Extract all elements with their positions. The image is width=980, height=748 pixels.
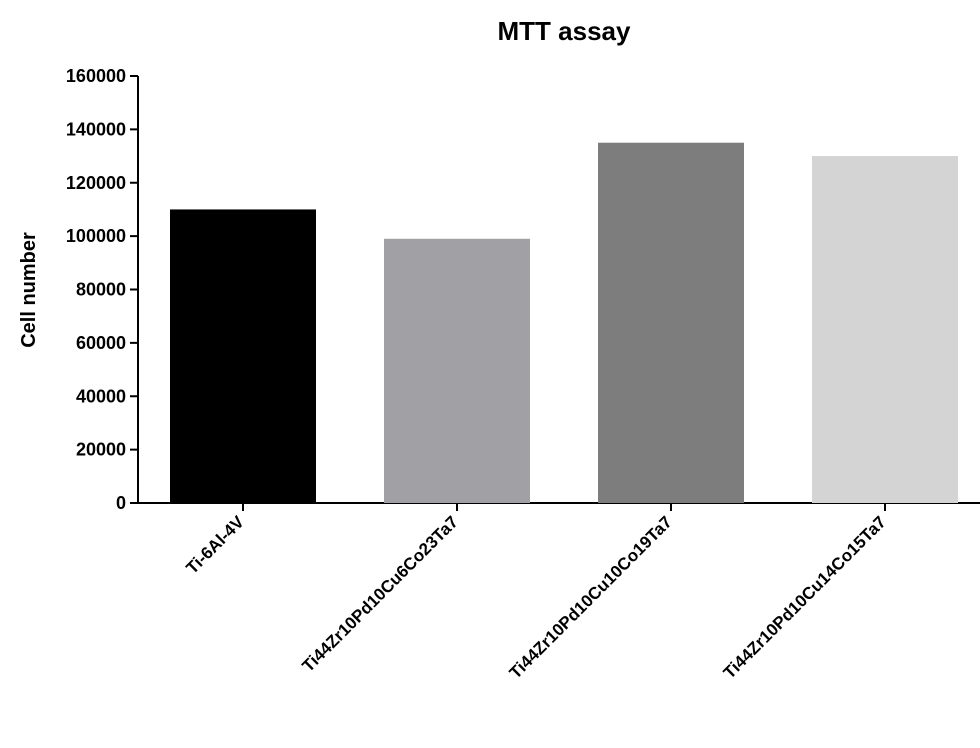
x-axis-ticks: Ti-6Al-4V Ti44Zr10Pd10Cu6Co23Ta7 Ti44Zr10P… (183, 503, 890, 682)
x-category-label: Ti44Zr10Pd10Cu10Co19Ta7 (506, 512, 676, 682)
x-category-label: Ti-6Al-4V (183, 512, 249, 578)
bar (170, 209, 316, 503)
x-category-label: Ti44Zr10Pd10Cu6Co23Ta7 (299, 512, 462, 675)
y-tick-label: 40000 (76, 386, 126, 406)
y-tick-label: 80000 (76, 280, 126, 300)
bars (170, 142, 958, 503)
y-tick-label: 160000 (66, 66, 126, 86)
y-axis-label: Cell number (18, 232, 40, 348)
bar (812, 156, 958, 503)
y-tick-label: 140000 (66, 119, 126, 139)
y-tick-label: 60000 (76, 333, 126, 353)
y-tick-label: 0 (116, 493, 126, 513)
y-tick-label: 100000 (66, 226, 126, 246)
y-tick-label: 120000 (66, 173, 126, 193)
chart-title: MTT assay (498, 16, 631, 46)
x-category-label: Ti44Zr10Pd10Cu14Co15Ta7 (720, 512, 890, 682)
bar (384, 238, 530, 503)
bar (598, 142, 744, 503)
y-tick-label: 20000 (76, 440, 126, 460)
y-axis-ticks: 0 20000 40000 60000 80000 100000 120000 140000 1… (66, 66, 138, 513)
